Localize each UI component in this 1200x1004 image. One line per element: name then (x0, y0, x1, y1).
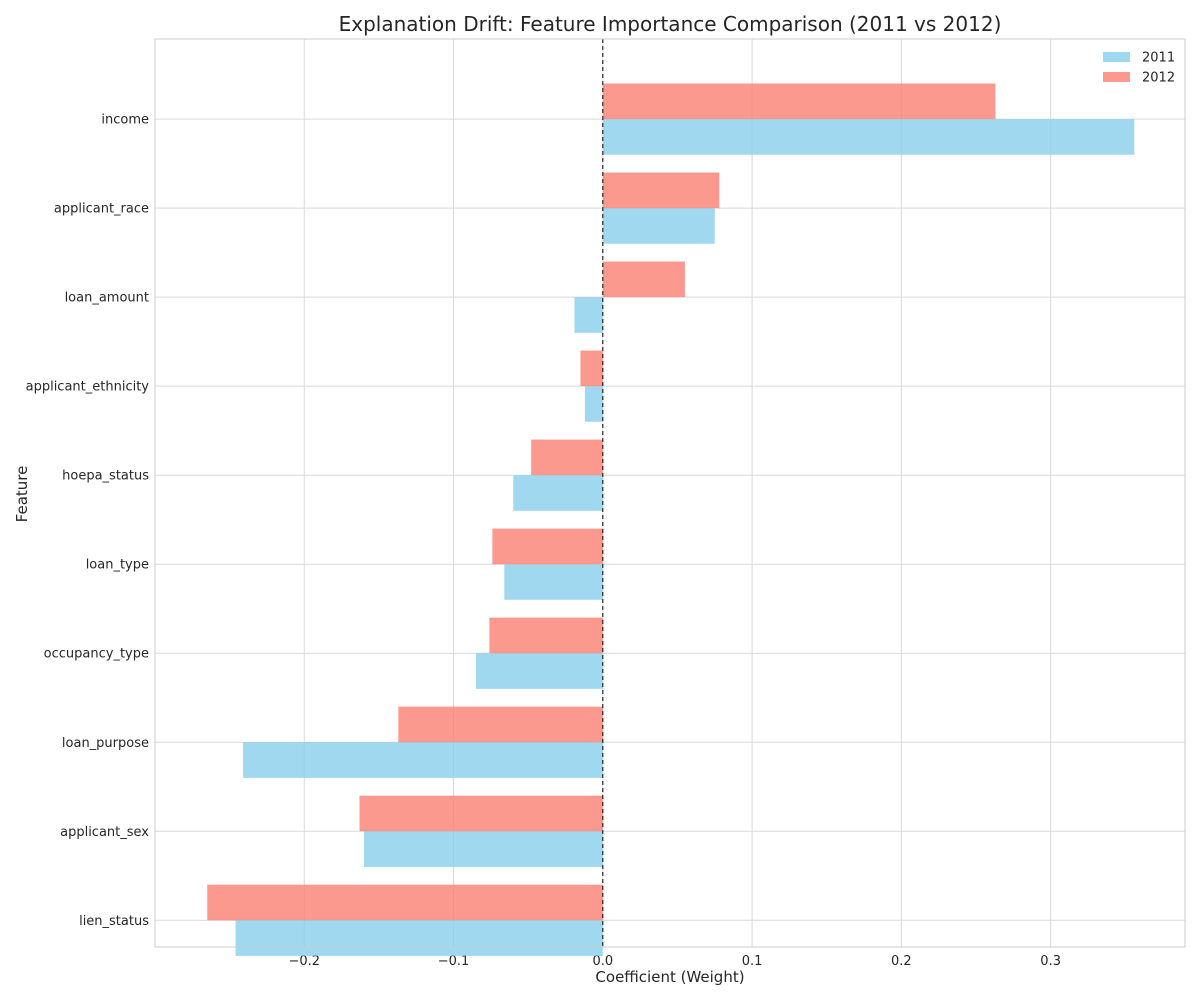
x-tick-label: 0.1 (742, 954, 763, 969)
bar-2011 (513, 475, 603, 511)
legend-label-2011: 2011 (1142, 51, 1175, 66)
y-tick-label: applicant_sex (60, 825, 149, 840)
bar-2011 (243, 742, 603, 778)
y-axis-label: Feature (13, 466, 31, 523)
bar-2012 (602, 172, 720, 209)
plot-frame (154, 38, 1186, 948)
bar-2011 (574, 297, 603, 333)
y-tick-label: applicant_race (54, 202, 149, 217)
x-tick-label: 0.0 (592, 954, 613, 969)
bar-2011 (584, 386, 603, 422)
bar-2012 (359, 795, 603, 832)
legend-swatch-2011 (1103, 52, 1130, 62)
bar-2011 (363, 831, 603, 867)
bar-2012 (492, 528, 603, 565)
bar-2012 (207, 884, 603, 921)
bar-2012 (531, 439, 603, 476)
legend-label-2012: 2012 (1142, 71, 1175, 86)
x-tick-label: 0.2 (891, 954, 912, 969)
plot-area: −0.2 −0.1 0.0 0.1 0.2 0.3 income applicant_race… (26, 38, 1186, 969)
x-tick-label: −0.2 (288, 954, 320, 969)
bar-2012 (489, 617, 603, 654)
x-axis-label: Coefficient (Weight) (595, 968, 744, 986)
bar-2011 (602, 208, 715, 244)
bar-2011 (235, 920, 603, 956)
bar-2011 (602, 119, 1135, 155)
bar-2012 (602, 261, 685, 298)
bar-2011 (475, 653, 603, 689)
legend-swatch-2012 (1103, 72, 1130, 82)
bar-2012 (398, 706, 603, 743)
x-tick-label: −0.1 (438, 954, 470, 969)
x-tick-label: 0.3 (1040, 954, 1061, 969)
y-tick-label: occupancy_type (44, 647, 149, 662)
y-tick-label: loan_amount (65, 291, 149, 306)
bar-2012 (580, 350, 603, 387)
chart-title: Explanation Drift: Feature Importance Co… (339, 12, 1002, 36)
y-tick-label: income (101, 113, 149, 128)
y-tick-label: hoepa_status (62, 469, 149, 484)
y-tick-label: applicant_ethnicity (26, 380, 150, 395)
y-tick-label: lien_status (79, 914, 149, 929)
bar-2011 (504, 564, 603, 600)
y-tick-label: loan_type (86, 558, 149, 573)
bar-2012 (602, 83, 996, 120)
y-tick-label: loan_purpose (62, 736, 149, 751)
